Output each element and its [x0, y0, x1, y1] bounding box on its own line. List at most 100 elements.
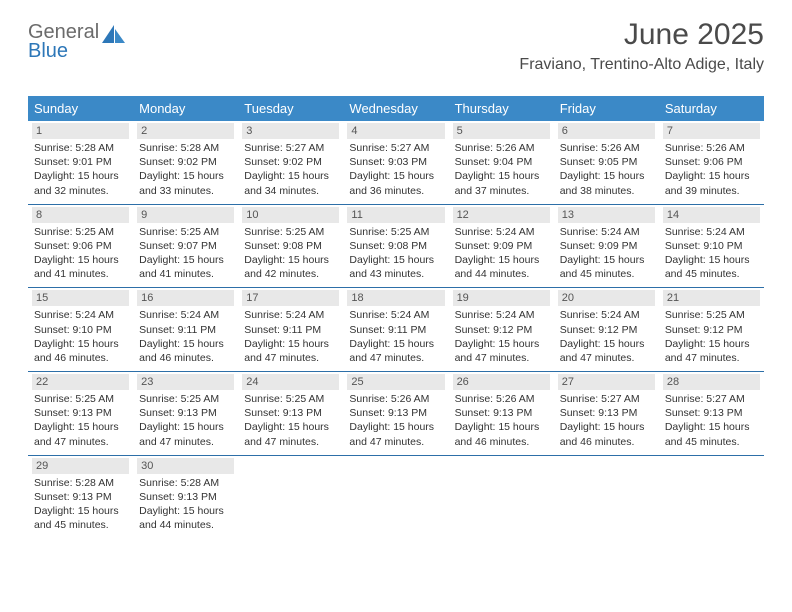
weekday-header: Friday: [554, 96, 659, 121]
logo: General Blue: [28, 22, 127, 61]
calendar-cell: 15Sunrise: 5:24 AMSunset: 9:10 PMDayligh…: [28, 288, 133, 372]
calendar-cell: 22Sunrise: 5:25 AMSunset: 9:13 PMDayligh…: [28, 372, 133, 456]
day-info: Sunrise: 5:25 AMSunset: 9:13 PMDaylight:…: [32, 392, 129, 449]
day-number: 29: [32, 458, 129, 474]
weekday-header: Saturday: [659, 96, 764, 121]
day-info: Sunrise: 5:28 AMSunset: 9:13 PMDaylight:…: [32, 476, 129, 533]
day-info: Sunrise: 5:24 AMSunset: 9:09 PMDaylight:…: [558, 225, 655, 282]
page-subtitle: Fraviano, Trentino-Alto Adige, Italy: [519, 56, 764, 74]
day-number: 18: [347, 290, 444, 306]
day-info: Sunrise: 5:24 AMSunset: 9:10 PMDaylight:…: [663, 225, 760, 282]
calendar-cell: 18 Sunrise: 5:24 AMSunset: 9:11 PMDayligh…: [343, 288, 448, 372]
calendar-cell: 1Sunrise: 5:28 AMSunset: 9:01 PMDaylight…: [28, 121, 133, 204]
calendar-cell: 11 Sunrise: 5:25 AMSunset: 9:08 PMDayligh…: [343, 204, 448, 288]
logo-text-bottom: Blue: [28, 41, 99, 61]
calendar-cell: 2 Sunrise: 5:28 AMSunset: 9:02 PMDaylight…: [133, 121, 238, 204]
calendar-cell: 25 Sunrise: 5:26 AMSunset: 9:13 PMDayligh…: [343, 372, 448, 456]
day-number: 12: [453, 207, 550, 223]
day-number: 13: [558, 207, 655, 223]
calendar-cell: 10 Sunrise: 5:25 AMSunset: 9:08 PMDayligh…: [238, 204, 343, 288]
day-info: Sunrise: 5:25 AMSunset: 9:12 PMDaylight:…: [663, 308, 760, 365]
day-number: 2: [137, 123, 234, 139]
calendar-cell: 5 Sunrise: 5:26 AMSunset: 9:04 PMDaylight…: [449, 121, 554, 204]
day-info: Sunrise: 5:25 AMSunset: 9:13 PMDaylight:…: [137, 392, 234, 449]
day-number: 11: [347, 207, 444, 223]
weekday-header-row: Sunday Monday Tuesday Wednesday Thursday…: [28, 96, 764, 121]
day-info: Sunrise: 5:27 AMSunset: 9:13 PMDaylight:…: [663, 392, 760, 449]
day-number: 26: [453, 374, 550, 390]
header: General Blue June 2025 Fraviano, Trentin…: [0, 0, 792, 96]
calendar-cell: 7Sunrise: 5:26 AMSunset: 9:06 PMDaylight…: [659, 121, 764, 204]
day-info: Sunrise: 5:27 AMSunset: 9:03 PMDaylight:…: [347, 141, 444, 198]
calendar-cell: 3 Sunrise: 5:27 AMSunset: 9:02 PMDaylight…: [238, 121, 343, 204]
day-number: 7: [663, 123, 760, 139]
calendar-cell: 12 Sunrise: 5:24 AMSunset: 9:09 PMDayligh…: [449, 204, 554, 288]
day-info: Sunrise: 5:28 AMSunset: 9:02 PMDaylight:…: [137, 141, 234, 198]
day-info: Sunrise: 5:24 AMSunset: 9:11 PMDaylight:…: [347, 308, 444, 365]
day-info: Sunrise: 5:26 AMSunset: 9:13 PMDaylight:…: [453, 392, 550, 449]
day-number: 16: [137, 290, 234, 306]
calendar-cell: [238, 455, 343, 538]
calendar-week-row: 8Sunrise: 5:25 AMSunset: 9:06 PMDaylight…: [28, 204, 764, 288]
calendar: Sunday Monday Tuesday Wednesday Thursday…: [0, 96, 792, 538]
calendar-cell: 6 Sunrise: 5:26 AMSunset: 9:05 PMDaylight…: [554, 121, 659, 204]
day-info: Sunrise: 5:25 AMSunset: 9:13 PMDaylight:…: [242, 392, 339, 449]
weekday-header: Tuesday: [238, 96, 343, 121]
day-info: Sunrise: 5:24 AMSunset: 9:10 PMDaylight:…: [32, 308, 129, 365]
calendar-cell: 21 Sunrise: 5:25 AMSunset: 9:12 PMDayligh…: [659, 288, 764, 372]
day-number: 19: [453, 290, 550, 306]
day-info: Sunrise: 5:24 AMSunset: 9:12 PMDaylight:…: [453, 308, 550, 365]
logo-sail-icon: [101, 23, 127, 50]
day-info: Sunrise: 5:25 AMSunset: 9:08 PMDaylight:…: [242, 225, 339, 282]
calendar-cell: 27 Sunrise: 5:27 AMSunset: 9:13 PMDayligh…: [554, 372, 659, 456]
day-info: Sunrise: 5:25 AMSunset: 9:08 PMDaylight:…: [347, 225, 444, 282]
day-number: 10: [242, 207, 339, 223]
calendar-cell: [659, 455, 764, 538]
calendar-cell: 13 Sunrise: 5:24 AMSunset: 9:09 PMDayligh…: [554, 204, 659, 288]
calendar-cell: [343, 455, 448, 538]
calendar-cell: 26 Sunrise: 5:26 AMSunset: 9:13 PMDayligh…: [449, 372, 554, 456]
logo-text: General Blue: [28, 22, 99, 61]
day-info: Sunrise: 5:27 AMSunset: 9:13 PMDaylight:…: [558, 392, 655, 449]
day-number: 4: [347, 123, 444, 139]
day-info: Sunrise: 5:24 AMSunset: 9:09 PMDaylight:…: [453, 225, 550, 282]
day-number: 24: [242, 374, 339, 390]
calendar-week-row: 22Sunrise: 5:25 AMSunset: 9:13 PMDayligh…: [28, 372, 764, 456]
calendar-week-row: 1Sunrise: 5:28 AMSunset: 9:01 PMDaylight…: [28, 121, 764, 204]
day-info: Sunrise: 5:26 AMSunset: 9:13 PMDaylight:…: [347, 392, 444, 449]
calendar-cell: [554, 455, 659, 538]
calendar-cell: 30 Sunrise: 5:28 AMSunset: 9:13 PMDayligh…: [133, 455, 238, 538]
day-number: 6: [558, 123, 655, 139]
day-number: 3: [242, 123, 339, 139]
day-number: 27: [558, 374, 655, 390]
calendar-cell: 17 Sunrise: 5:24 AMSunset: 9:11 PMDayligh…: [238, 288, 343, 372]
calendar-cell: 8Sunrise: 5:25 AMSunset: 9:06 PMDaylight…: [28, 204, 133, 288]
day-number: 28: [663, 374, 760, 390]
calendar-cell: 4 Sunrise: 5:27 AMSunset: 9:03 PMDaylight…: [343, 121, 448, 204]
weekday-header: Monday: [133, 96, 238, 121]
day-info: Sunrise: 5:28 AMSunset: 9:13 PMDaylight:…: [137, 476, 234, 533]
day-number: 21: [663, 290, 760, 306]
weekday-header: Thursday: [449, 96, 554, 121]
calendar-cell: 23 Sunrise: 5:25 AMSunset: 9:13 PMDayligh…: [133, 372, 238, 456]
day-number: 5: [453, 123, 550, 139]
calendar-cell: 24 Sunrise: 5:25 AMSunset: 9:13 PMDayligh…: [238, 372, 343, 456]
day-info: Sunrise: 5:27 AMSunset: 9:02 PMDaylight:…: [242, 141, 339, 198]
calendar-cell: [449, 455, 554, 538]
day-number: 17: [242, 290, 339, 306]
calendar-cell: 16Sunrise: 5:24 AMSunset: 9:11 PMDayligh…: [133, 288, 238, 372]
calendar-week-row: 15Sunrise: 5:24 AMSunset: 9:10 PMDayligh…: [28, 288, 764, 372]
day-number: 8: [32, 207, 129, 223]
day-number: 23: [137, 374, 234, 390]
page-title: June 2025: [519, 18, 764, 52]
day-number: 1: [32, 123, 129, 139]
calendar-cell: 19 Sunrise: 5:24 AMSunset: 9:12 PMDayligh…: [449, 288, 554, 372]
day-number: 20: [558, 290, 655, 306]
day-info: Sunrise: 5:26 AMSunset: 9:04 PMDaylight:…: [453, 141, 550, 198]
day-info: Sunrise: 5:24 AMSunset: 9:11 PMDaylight:…: [242, 308, 339, 365]
calendar-cell: 28 Sunrise: 5:27 AMSunset: 9:13 PMDayligh…: [659, 372, 764, 456]
title-block: June 2025 Fraviano, Trentino-Alto Adige,…: [519, 18, 764, 74]
day-number: 25: [347, 374, 444, 390]
day-info: Sunrise: 5:26 AMSunset: 9:05 PMDaylight:…: [558, 141, 655, 198]
day-number: 30: [137, 458, 234, 474]
